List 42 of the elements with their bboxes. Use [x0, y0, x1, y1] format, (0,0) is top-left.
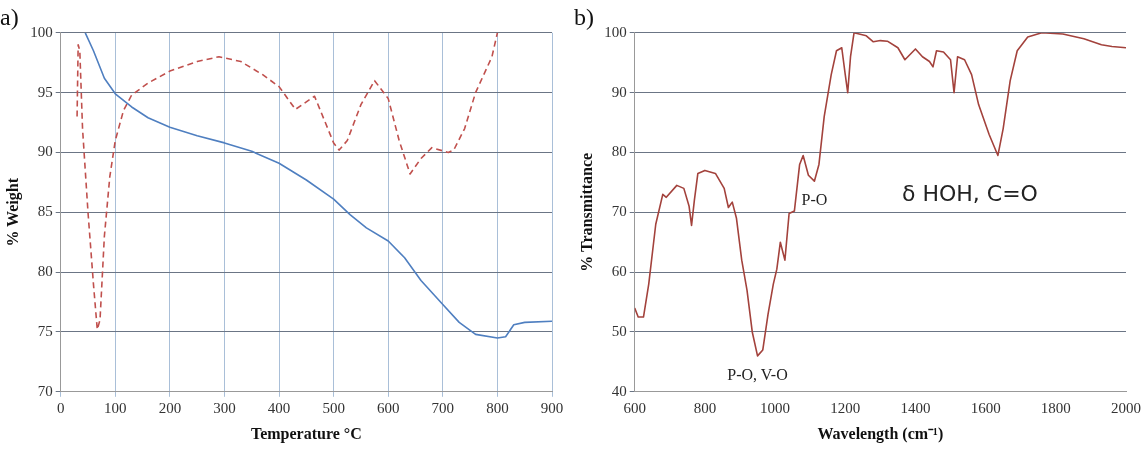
annotation: P-O	[801, 191, 828, 209]
y-tick-label: 50	[611, 322, 627, 339]
y-axis-title: % Transmittance	[577, 152, 595, 272]
y-tick-label: 60	[611, 263, 627, 280]
y-tick-label: 90	[37, 143, 53, 160]
x-tick-label: 800	[693, 399, 717, 416]
line-series	[76, 32, 499, 331]
x-tick-label: 800	[486, 399, 509, 416]
y-tick-label: 80	[611, 143, 627, 160]
x-tick-label: 1600	[970, 399, 1001, 416]
chart-title: a)	[0, 3, 19, 30]
annotation: P-O, V-O	[727, 366, 788, 384]
x-tick-label: 200	[158, 399, 182, 416]
x-tick-label: 1800	[1040, 399, 1071, 416]
x-tick-label: 2000	[1111, 399, 1141, 416]
chart-title: b)	[574, 3, 594, 30]
x-axis-title: Temperature °C	[250, 424, 362, 443]
y-axis-title: % Weight	[3, 177, 22, 247]
x-tick-label: 500	[322, 399, 345, 416]
x-tick-label: 1000	[760, 399, 791, 416]
x-tick-label: 400	[267, 399, 291, 416]
y-tick-label: 100	[604, 23, 627, 40]
y-tick-label: 80	[37, 263, 53, 280]
y-tick-label: 95	[37, 83, 53, 100]
annotation: δ HOH, C=O	[901, 181, 1038, 207]
y-tick-label: 40	[611, 382, 627, 399]
x-tick-label: 600	[623, 399, 646, 416]
x-tick-label: 300	[213, 399, 236, 416]
y-tick-label: 90	[611, 83, 627, 100]
x-axis-title: Wavelength (cm⁻¹)	[817, 424, 944, 443]
x-tick-label: 900	[540, 399, 564, 416]
x-tick-label: 700	[431, 399, 455, 416]
x-tick-label: 0	[56, 399, 65, 416]
y-tick-label: 100	[30, 23, 53, 40]
x-tick-label: 1400	[900, 399, 931, 416]
y-tick-label: 75	[37, 322, 53, 339]
x-tick-label: 600	[376, 399, 400, 416]
x-tick-label: 1200	[830, 399, 861, 416]
y-tick-label: 85	[37, 203, 53, 220]
y-tick-label: 70	[37, 382, 53, 399]
y-tick-label: 70	[611, 203, 627, 220]
x-tick-label: 100	[104, 399, 127, 416]
